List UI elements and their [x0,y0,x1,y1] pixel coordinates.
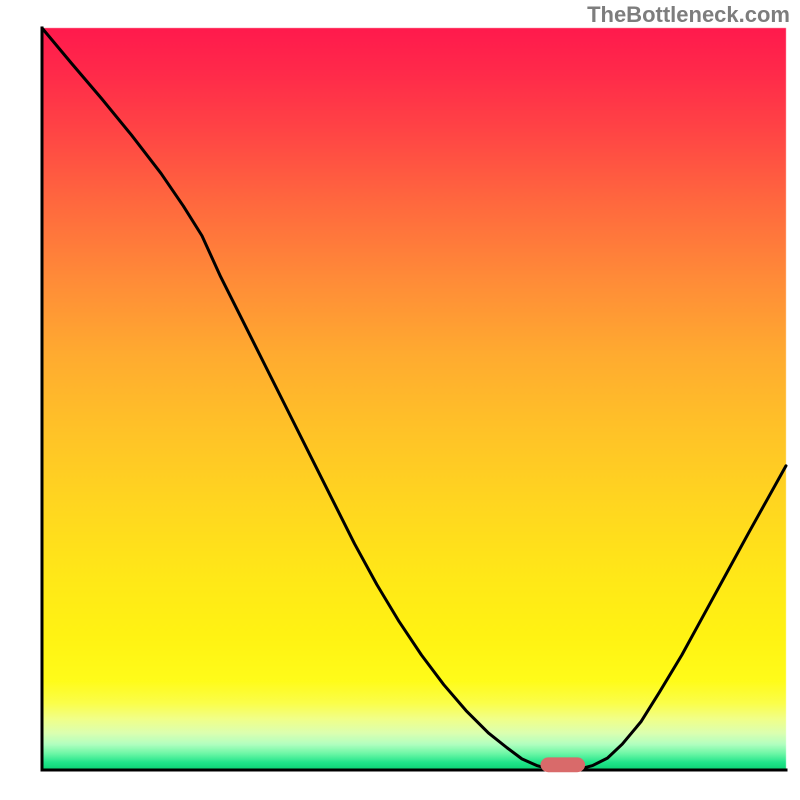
chart-background-gradient [0,0,800,800]
bottleneck-chart: TheBottleneck.com [0,0,800,800]
